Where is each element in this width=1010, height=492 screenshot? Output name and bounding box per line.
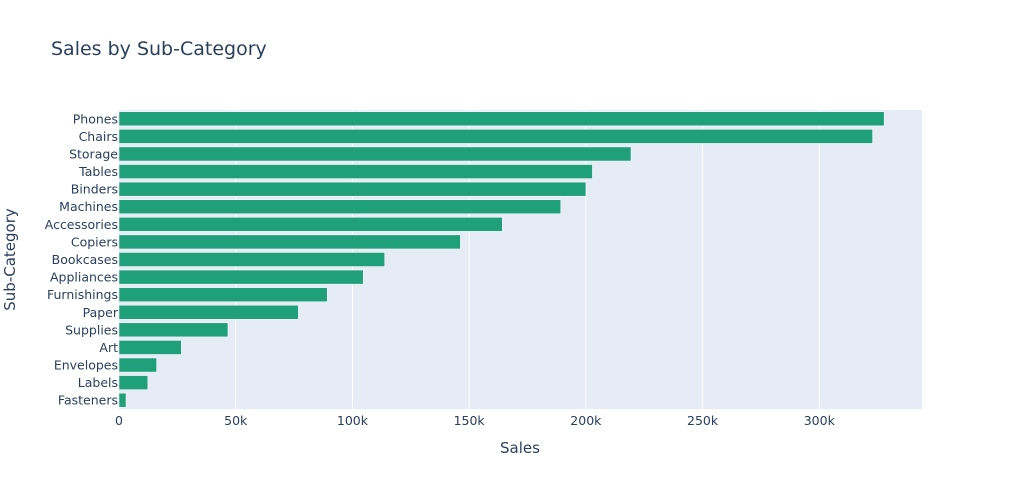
bar[interactable]: [118, 304, 299, 320]
bar[interactable]: [118, 164, 593, 179]
bar[interactable]: [118, 217, 503, 232]
y-axis-title: Sub-Category: [1, 208, 19, 311]
y-tick-label: Fasteners: [58, 393, 118, 408]
bars: [118, 111, 885, 408]
y-tick-label: Supplies: [65, 322, 118, 337]
x-tick-label: 300k: [804, 413, 836, 428]
y-tick-label: Chairs: [79, 129, 118, 144]
y-tick-label: Art: [99, 340, 118, 355]
bar[interactable]: [118, 340, 182, 355]
bar[interactable]: [118, 392, 127, 408]
y-tick-label: Accessories: [45, 217, 118, 232]
bar[interactable]: [118, 375, 149, 390]
bar[interactable]: [118, 322, 229, 338]
x-tick-label: 50k: [224, 413, 248, 428]
bar[interactable]: [118, 111, 885, 127]
y-tick-label: Bookcases: [52, 252, 118, 267]
y-axis-tick-labels: Phones Chairs Storage Tables Binders Machines…: [45, 111, 119, 407]
bar[interactable]: [118, 252, 385, 267]
y-tick-label: Copiers: [71, 234, 118, 249]
bar[interactable]: [118, 357, 157, 373]
y-tick-label: Appliances: [50, 270, 118, 285]
y-tick-label: Machines: [59, 199, 118, 214]
bar[interactable]: [118, 146, 632, 162]
x-tick-label: 150k: [454, 413, 486, 428]
bar[interactable]: [118, 287, 328, 302]
y-tick-label: Binders: [71, 182, 118, 197]
bar[interactable]: [118, 269, 364, 285]
chart-title: Sales by Sub-Category: [51, 38, 267, 60]
x-tick-label: 100k: [337, 413, 369, 428]
bar[interactable]: [118, 129, 873, 144]
y-tick-label: Tables: [78, 164, 118, 179]
y-tick-label: Phones: [73, 111, 118, 126]
x-tick-label: 250k: [687, 413, 719, 428]
y-tick-label: Furnishings: [47, 287, 118, 302]
y-tick-label: Paper: [83, 305, 119, 320]
x-axis-title: Sales: [500, 439, 540, 457]
bar[interactable]: [118, 199, 561, 215]
y-tick-label: Storage: [69, 146, 118, 161]
x-tick-label: 200k: [570, 413, 602, 428]
bar[interactable]: [118, 181, 587, 197]
x-axis-tick-labels: 0 50k 100k 150k 200k 250k 300k: [115, 413, 836, 428]
y-tick-label: Envelopes: [54, 358, 118, 373]
x-tick-label: 0: [115, 413, 123, 428]
bar[interactable]: [118, 234, 461, 250]
y-tick-label: Labels: [78, 375, 118, 390]
